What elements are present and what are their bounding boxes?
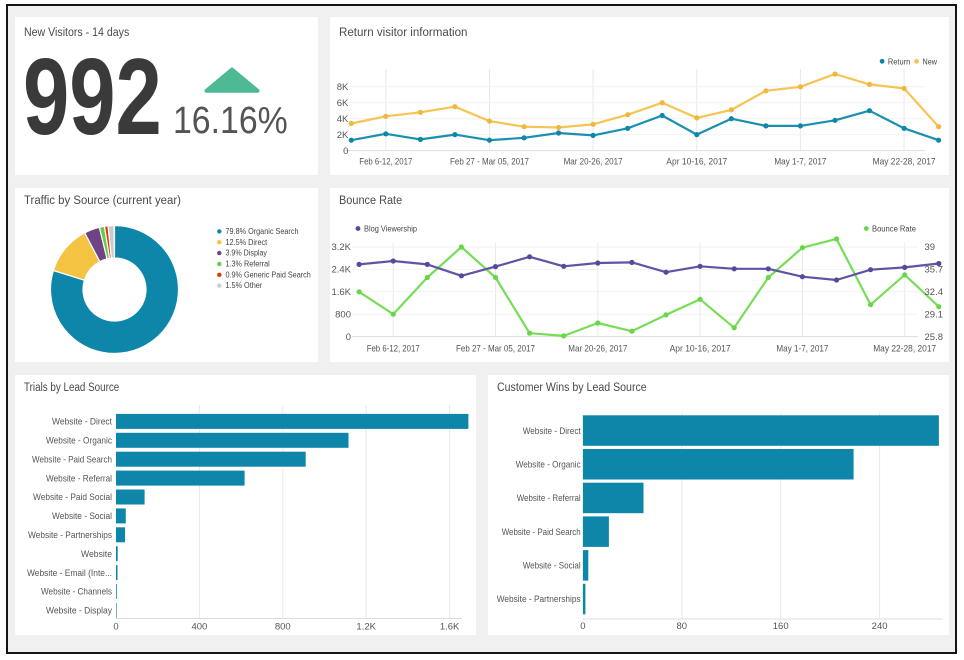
svg-text:1.3% Referral: 1.3% Referral: [225, 259, 269, 268]
svg-text:0: 0: [113, 621, 118, 632]
svg-text:Feb 27 - Mar 05, 2017: Feb 27 - Mar 05, 2017: [456, 343, 535, 354]
svg-text:Blog Viewership: Blog Viewership: [364, 224, 418, 233]
svg-text:Website - Channels: Website - Channels: [41, 586, 112, 597]
svg-text:25.8: 25.8: [924, 331, 943, 342]
svg-text:Website - Organic: Website - Organic: [515, 459, 580, 470]
svg-text:Apr 10-16, 2017: Apr 10-16, 2017: [666, 156, 727, 167]
svg-text:160: 160: [772, 621, 788, 632]
svg-text:Website - Email (Inte...: Website - Email (Inte...: [27, 567, 112, 578]
svg-text:0: 0: [345, 331, 350, 342]
svg-text:1.6K: 1.6K: [331, 287, 351, 298]
svg-text:Website - Direct: Website - Direct: [522, 425, 580, 436]
svg-text:1.6K: 1.6K: [439, 621, 459, 632]
svg-text:240: 240: [871, 621, 887, 632]
svg-text:0.9% Generic Paid Search: 0.9% Generic Paid Search: [225, 270, 310, 279]
svg-text:0: 0: [343, 145, 348, 156]
svg-text:Website - Partnerships: Website - Partnerships: [496, 594, 580, 605]
svg-text:39: 39: [924, 242, 935, 253]
svg-text:Website - Paid Social: Website - Paid Social: [33, 492, 112, 503]
svg-text:79.8% Organic Search: 79.8% Organic Search: [225, 227, 298, 236]
svg-text:Website - Paid Search: Website - Paid Search: [32, 454, 112, 465]
svg-text:800: 800: [335, 309, 351, 320]
svg-text:Mar 20-26, 2017: Mar 20-26, 2017: [568, 343, 627, 354]
svg-text:1.2K: 1.2K: [356, 621, 376, 632]
svg-text:Bounce Rate: Bounce Rate: [872, 224, 917, 233]
svg-text:80: 80: [676, 621, 687, 632]
svg-text:Website: Website: [81, 548, 112, 559]
svg-text:Website - Social: Website - Social: [522, 560, 580, 571]
svg-text:0: 0: [580, 621, 585, 632]
svg-text:May 22-28, 2017: May 22-28, 2017: [872, 156, 935, 167]
svg-text:Return: Return: [887, 57, 909, 66]
svg-text:29.1: 29.1: [924, 309, 943, 320]
svg-text:6K: 6K: [336, 97, 348, 108]
svg-text:Feb 6-12, 2017: Feb 6-12, 2017: [359, 156, 412, 167]
svg-text:Feb 6-12, 2017: Feb 6-12, 2017: [366, 343, 419, 354]
svg-text:12.5% Direct: 12.5% Direct: [225, 237, 267, 246]
svg-text:May 22-28, 2017: May 22-28, 2017: [873, 343, 936, 354]
svg-text:Mar 20-26, 2017: Mar 20-26, 2017: [563, 156, 622, 167]
svg-text:3.9% Display: 3.9% Display: [225, 248, 267, 257]
svg-text:Website - Referral: Website - Referral: [46, 473, 112, 484]
svg-text:2K: 2K: [336, 129, 348, 140]
svg-text:Feb 27 - Mar 05, 2017: Feb 27 - Mar 05, 2017: [450, 156, 529, 167]
svg-text:32.4: 32.4: [924, 287, 943, 298]
svg-text:Website - Direct: Website - Direct: [52, 416, 112, 427]
svg-text:2.4K: 2.4K: [331, 264, 351, 275]
svg-text:May 1-7, 2017: May 1-7, 2017: [774, 156, 826, 167]
svg-text:4K: 4K: [336, 113, 348, 124]
svg-text:35.7: 35.7: [924, 264, 943, 275]
svg-text:1.5% Other: 1.5% Other: [225, 281, 262, 290]
svg-text:Website - Social: Website - Social: [52, 511, 112, 522]
svg-text:May 1-7, 2017: May 1-7, 2017: [776, 343, 828, 354]
svg-text:800: 800: [274, 621, 290, 632]
svg-text:Website - Display: Website - Display: [46, 605, 112, 616]
svg-text:Website - Paid Search: Website - Paid Search: [501, 526, 580, 537]
svg-text:400: 400: [191, 621, 207, 632]
svg-text:Website - Organic: Website - Organic: [46, 435, 112, 446]
svg-text:Website - Referral: Website - Referral: [516, 493, 580, 504]
svg-text:New: New: [922, 57, 937, 66]
svg-text:8K: 8K: [336, 82, 348, 93]
svg-text:Apr 10-16, 2017: Apr 10-16, 2017: [669, 343, 730, 354]
svg-text:3.2K: 3.2K: [331, 242, 351, 253]
svg-text:Website - Partnerships: Website - Partnerships: [28, 530, 112, 541]
